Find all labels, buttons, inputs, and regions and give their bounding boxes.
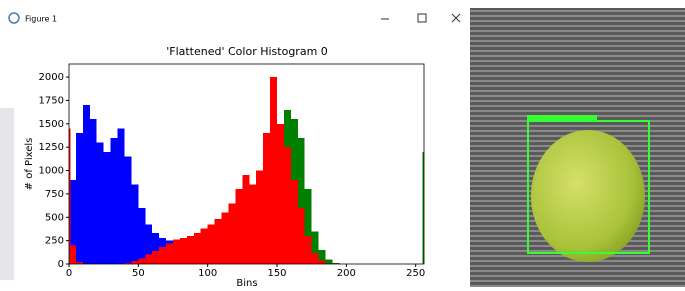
histogram-bar bbox=[124, 157, 131, 264]
histogram-bar bbox=[111, 138, 118, 264]
y-tick-label: 250 bbox=[45, 236, 64, 247]
x-tick-label: 250 bbox=[406, 268, 425, 279]
y-tick-label: 2000 bbox=[39, 72, 64, 83]
screen: Figure 1 0 50 100 150 200 250 0 250 500 750 1000 12… bbox=[0, 0, 685, 287]
histogram-bar bbox=[298, 208, 305, 264]
histogram-bar bbox=[319, 260, 326, 264]
histogram-bar bbox=[70, 245, 76, 264]
histogram-bar bbox=[228, 203, 235, 264]
histogram-bar bbox=[90, 119, 97, 264]
histogram-bar bbox=[118, 128, 125, 264]
x-axis-label: Bins bbox=[236, 278, 257, 287]
histogram-bar bbox=[242, 175, 249, 264]
histogram-bar bbox=[131, 185, 138, 264]
histogram-bar bbox=[256, 171, 263, 264]
histogram-bar bbox=[138, 258, 145, 264]
histogram-bar bbox=[138, 208, 145, 264]
histogram-bar bbox=[187, 236, 194, 264]
histogram-bar bbox=[166, 243, 173, 264]
x-tick-label: 150 bbox=[267, 268, 286, 279]
histogram-bar bbox=[104, 152, 111, 264]
y-axis-label: # of Pixels bbox=[24, 138, 35, 191]
detection-label-bar bbox=[527, 115, 597, 122]
y-tick-label: 1750 bbox=[39, 95, 64, 106]
y-tick-label: 750 bbox=[45, 189, 64, 200]
histogram-bar bbox=[76, 133, 83, 264]
y-tick-label: 0 bbox=[58, 259, 64, 270]
histogram-bar bbox=[180, 238, 187, 264]
histogram-bar bbox=[284, 147, 291, 264]
histogram-bar bbox=[277, 124, 284, 264]
y-tick-label: 1500 bbox=[39, 119, 64, 130]
x-tick-label: 200 bbox=[337, 268, 356, 279]
histogram-bar bbox=[312, 253, 319, 264]
page: Figure 1 0 50 100 150 200 250 0 250 500 750 1000 12… bbox=[0, 0, 685, 287]
fruit bbox=[531, 130, 645, 262]
x-tick-label: 50 bbox=[132, 268, 145, 279]
histogram-bar bbox=[326, 259, 333, 264]
histogram-bar bbox=[97, 143, 104, 264]
background-panel bbox=[0, 108, 14, 280]
histogram-bar bbox=[159, 247, 166, 264]
histogram-bar bbox=[270, 77, 277, 264]
histogram-bar bbox=[145, 255, 152, 264]
histogram-bar bbox=[83, 105, 90, 264]
x-tick-label: 100 bbox=[198, 268, 217, 279]
histogram-bar bbox=[235, 189, 242, 264]
histogram-bar bbox=[208, 225, 215, 264]
x-tick-label: 0 bbox=[66, 268, 72, 279]
histogram-bar bbox=[305, 236, 312, 264]
histogram-bar bbox=[131, 261, 138, 264]
y-tick-label: 1250 bbox=[39, 142, 64, 153]
histogram-bar bbox=[291, 180, 298, 264]
histogram-bar bbox=[222, 213, 229, 264]
histogram-bar bbox=[152, 251, 159, 264]
chart-title: 'Flattened' Color Histogram 0 bbox=[166, 45, 328, 58]
window-title: Figure 1 bbox=[25, 15, 57, 24]
histogram-bar bbox=[263, 133, 270, 264]
histogram-bar bbox=[249, 185, 256, 264]
histogram-bar bbox=[173, 240, 180, 264]
y-tick-label: 1000 bbox=[39, 166, 64, 177]
histogram-bar bbox=[194, 233, 201, 264]
y-tick-label: 500 bbox=[45, 212, 64, 223]
histogram-bar bbox=[215, 219, 222, 264]
histogram-bar bbox=[201, 228, 208, 264]
